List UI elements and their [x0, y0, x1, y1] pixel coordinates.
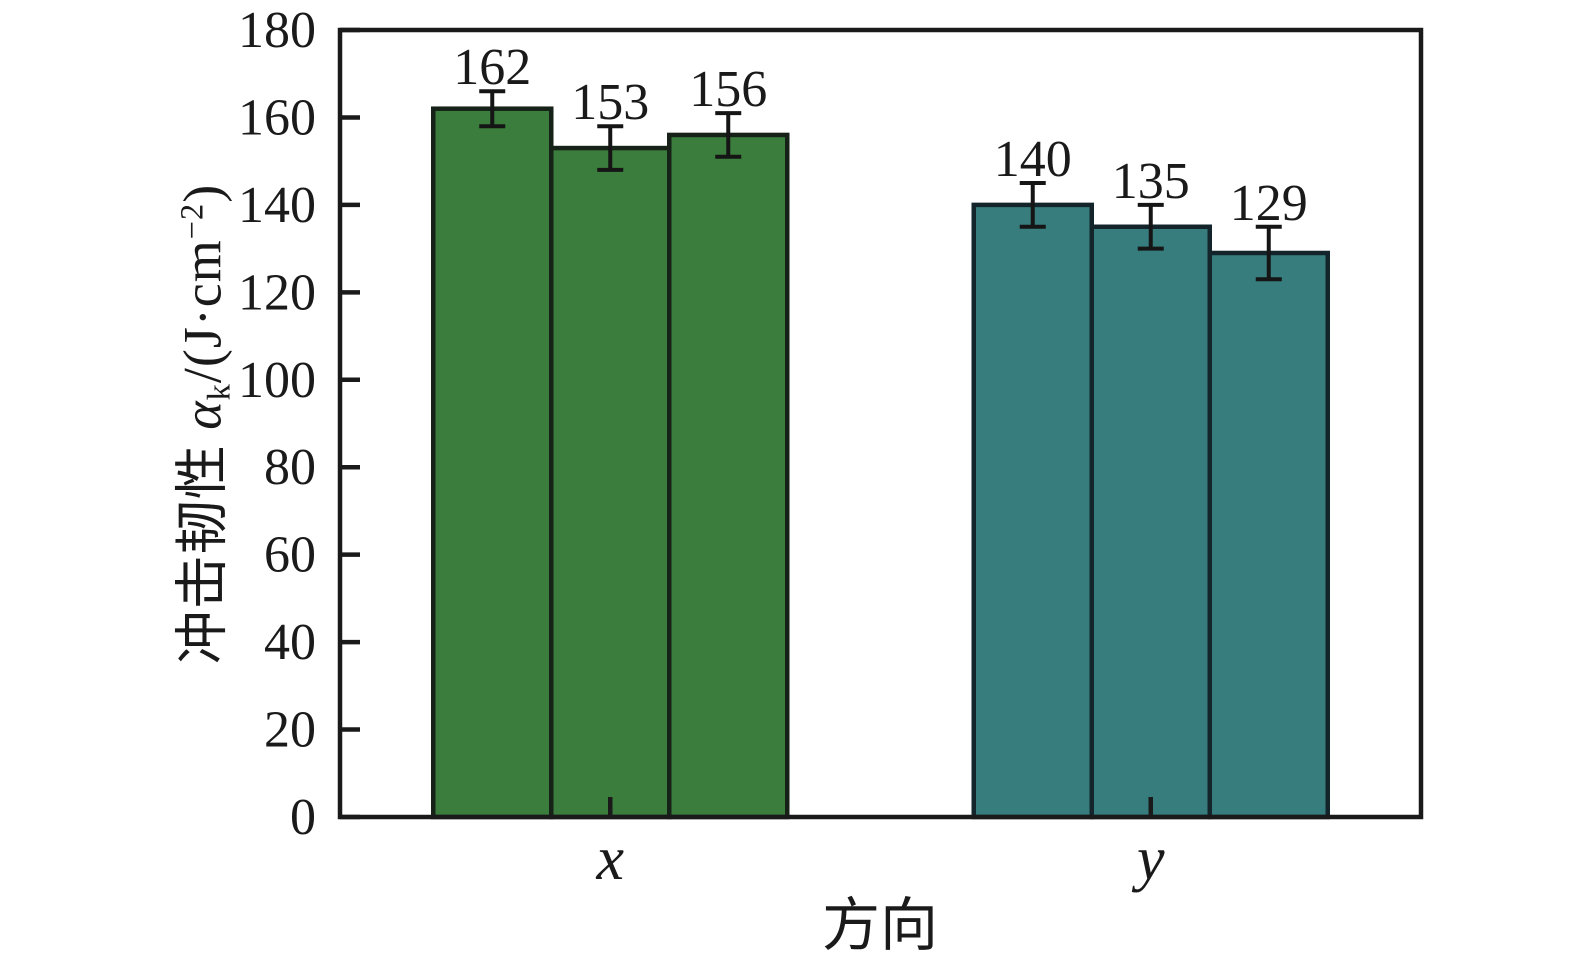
y-tick-label: 80 — [264, 439, 316, 496]
bar-value-label: 153 — [571, 74, 649, 131]
bar-value-label: 140 — [994, 131, 1072, 188]
bar-x-2 — [549, 145, 672, 820]
x-tick-label: x — [595, 825, 624, 893]
y-tick-label: 140 — [238, 177, 316, 234]
y-axis-title: 冲击韧性 αk/(J·cm−2) — [158, 183, 238, 665]
bar-value-label: 156 — [689, 61, 767, 118]
y-tick-label: 0 — [290, 789, 316, 846]
bar-x-3 — [667, 132, 790, 820]
y-tick-label: 120 — [238, 264, 316, 321]
y-tick-label: 40 — [264, 614, 316, 671]
y-tick-label: 100 — [238, 352, 316, 409]
alpha-subscript-k: k — [201, 383, 238, 401]
alpha-symbol: α — [172, 400, 233, 430]
ylabel-unit-exponent: −2 — [174, 202, 211, 240]
bar-y-3 — [1207, 250, 1330, 820]
y-tick-label: 180 — [238, 2, 316, 59]
bar-y-2 — [1089, 224, 1212, 820]
y-tick-label: 20 — [264, 702, 316, 759]
x-tick-label: y — [1131, 825, 1165, 893]
bar-y-1 — [971, 202, 1094, 820]
bar-value-label: 135 — [1112, 153, 1190, 210]
ylabel-text-cn: 冲击韧性 — [172, 429, 233, 665]
y-tick-label: 160 — [238, 89, 316, 146]
x-axis-title: 方向 — [821, 893, 939, 958]
plot-frame — [337, 27, 1424, 820]
bar-value-label: 162 — [453, 39, 531, 96]
bar-value-label: 129 — [1230, 175, 1308, 232]
y-tick-label: 60 — [264, 527, 316, 584]
bar-x-1 — [431, 106, 554, 820]
ylabel-unit-text: /(J·cm — [172, 239, 233, 384]
ylabel-close-paren: ) — [172, 183, 233, 203]
